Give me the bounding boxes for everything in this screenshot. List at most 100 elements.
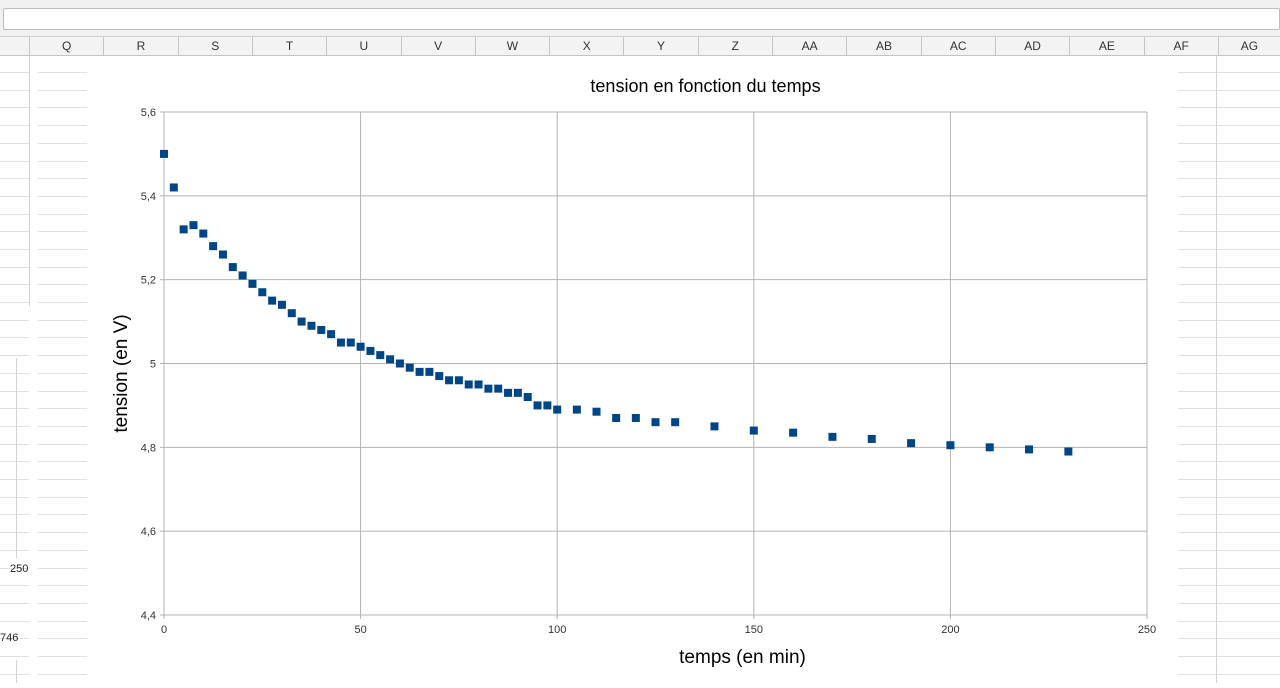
column-header-y[interactable]: Y xyxy=(623,37,697,55)
cell-gridline xyxy=(1178,514,1280,515)
cell-gridline xyxy=(38,161,87,162)
data-point xyxy=(651,418,660,427)
cell-gridline xyxy=(1178,72,1280,73)
chart-area[interactable]: 4,4 4,6 4,8 5 5,2 5,4 5,6 0 50 100 150 200 250 tensio… xyxy=(87,66,1178,683)
cell-gridline xyxy=(0,497,29,498)
cell-gridline xyxy=(0,284,29,285)
data-point xyxy=(268,296,277,305)
data-point xyxy=(327,330,336,339)
column-header-ag[interactable]: AG xyxy=(1217,37,1280,55)
data-point xyxy=(612,413,621,422)
data-point xyxy=(189,221,198,230)
cell-gridline xyxy=(1178,585,1280,586)
column-header-ac[interactable]: AC xyxy=(920,37,995,55)
data-point xyxy=(435,372,444,381)
cell-gridline xyxy=(1178,355,1280,356)
cell-gridline xyxy=(0,320,29,321)
cell-gridline xyxy=(0,391,29,392)
column-header-x[interactable]: X xyxy=(549,37,623,55)
data-point xyxy=(366,346,375,355)
data-point xyxy=(277,300,286,309)
column-header-v[interactable]: V xyxy=(400,37,475,55)
data-point xyxy=(179,225,188,234)
cell-gridline xyxy=(0,479,29,480)
cell-gridline xyxy=(0,621,29,622)
column-header-z[interactable]: Z xyxy=(697,37,772,55)
cell-gridline xyxy=(0,638,29,639)
cell-gridline xyxy=(38,461,87,462)
data-point xyxy=(494,384,503,393)
x-tick-label: 50 xyxy=(354,624,366,636)
cell-gridline xyxy=(1178,461,1280,462)
column-header-ad[interactable]: AD xyxy=(994,37,1069,55)
data-point xyxy=(828,432,837,441)
column-header-s[interactable]: S xyxy=(177,37,252,55)
data-point xyxy=(631,413,640,422)
cell-gridline xyxy=(0,249,29,250)
cell-gridline xyxy=(1178,497,1280,498)
column-header-blank xyxy=(0,37,29,55)
formula-input[interactable] xyxy=(3,8,1280,30)
column-header-u[interactable]: U xyxy=(326,37,400,55)
column-header-t[interactable]: T xyxy=(251,37,326,55)
data-point xyxy=(376,351,385,360)
data-point xyxy=(317,325,326,334)
cell-gridline xyxy=(0,231,29,232)
cell-gridline xyxy=(1178,638,1280,639)
data-point xyxy=(504,388,513,397)
data-point xyxy=(287,309,296,318)
data-point xyxy=(405,363,414,372)
cell-gridline xyxy=(0,267,29,268)
data-point xyxy=(513,388,522,397)
cell-gridline xyxy=(1178,656,1280,657)
cell-gridline xyxy=(1178,178,1280,179)
column-header-w[interactable]: W xyxy=(474,37,549,55)
column-header-aa[interactable]: AA xyxy=(772,37,846,55)
cell-gridline xyxy=(1178,125,1280,126)
column-header-af[interactable]: AF xyxy=(1143,37,1218,55)
cell-fragment: 746 xyxy=(0,632,19,644)
cell-gridline xyxy=(0,532,29,533)
data-point xyxy=(218,250,227,259)
cell-gridline xyxy=(0,373,29,374)
column-header-row: Q R S T U V W X Y Z AA AB AC AD AE AF AG xyxy=(0,37,1280,56)
data-point xyxy=(543,401,552,410)
cell-gridline xyxy=(0,603,29,604)
cell-gridline xyxy=(1178,444,1280,445)
cell-gridline xyxy=(0,408,29,409)
cell-gridline xyxy=(1178,267,1280,268)
x-axis-label: temps (en min) xyxy=(679,647,806,668)
column-header-ab[interactable]: AB xyxy=(846,37,920,55)
cell-gridline xyxy=(38,638,87,639)
y-tick-label: 5 xyxy=(150,359,156,371)
data-point xyxy=(533,401,542,410)
cell-gridline xyxy=(0,143,29,144)
cell-gridline xyxy=(1178,532,1280,533)
data-point xyxy=(464,380,473,389)
cell-gridline xyxy=(0,302,29,303)
data-point xyxy=(946,441,955,450)
cell-gridline xyxy=(0,196,29,197)
x-tick-label: 150 xyxy=(745,624,763,636)
scatter-chart[interactable]: 4,4 4,6 4,8 5 5,2 5,4 5,6 0 50 100 150 200 250 tensio… xyxy=(87,66,1178,683)
cell-gridline xyxy=(38,178,87,179)
cell-gridline xyxy=(38,231,87,232)
cell-gridline xyxy=(38,497,87,498)
cell-gridline xyxy=(1178,426,1280,427)
cell-gridline xyxy=(38,72,87,73)
cell-gridline xyxy=(38,284,87,285)
cell-gridline xyxy=(38,550,87,551)
data-point xyxy=(258,288,267,297)
data-point xyxy=(297,317,306,326)
column-header-q[interactable]: Q xyxy=(29,37,103,55)
cell-gridline xyxy=(1178,302,1280,303)
cell-gridline xyxy=(0,72,29,73)
column-header-r[interactable]: R xyxy=(103,37,177,55)
cell-gridline xyxy=(1178,373,1280,374)
cell-gridline xyxy=(38,320,87,321)
column-header-ae[interactable]: AE xyxy=(1069,37,1143,55)
data-point xyxy=(523,393,532,402)
cell-gridline xyxy=(38,355,87,356)
cell-gridline xyxy=(1178,408,1280,409)
cell-gridline xyxy=(1178,550,1280,551)
